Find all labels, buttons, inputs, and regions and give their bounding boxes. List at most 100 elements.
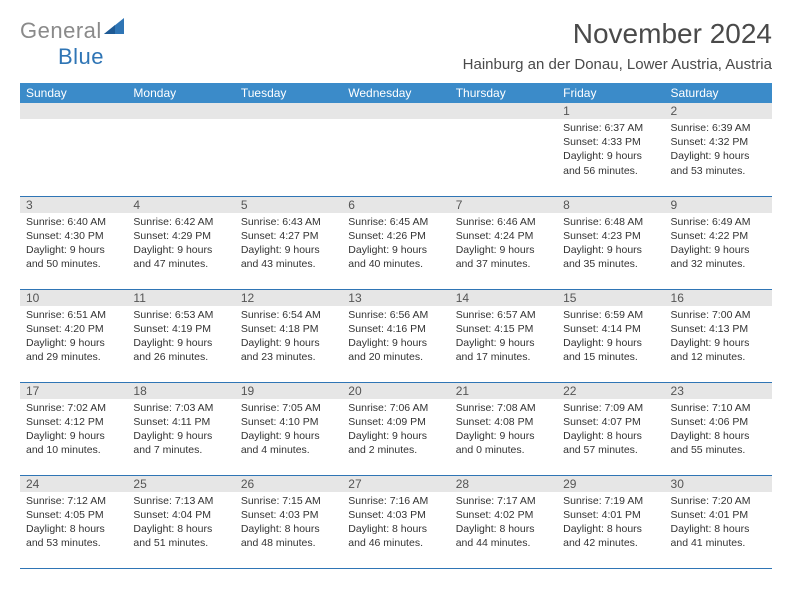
day-details: Sunrise: 6:40 AMSunset: 4:30 PMDaylight:…: [20, 213, 127, 274]
day-line-sunrise: Sunrise: 6:51 AM: [26, 308, 121, 322]
day-number: 5: [235, 197, 342, 213]
day-number: 17: [20, 383, 127, 399]
day-line-day1: Daylight: 9 hours: [348, 336, 443, 350]
calendar-cell: [127, 103, 234, 196]
day-number: 30: [665, 476, 772, 492]
calendar-week-row: 1Sunrise: 6:37 AMSunset: 4:33 PMDaylight…: [20, 103, 772, 196]
day-line-sunset: Sunset: 4:07 PM: [563, 415, 658, 429]
calendar-week-row: 3Sunrise: 6:40 AMSunset: 4:30 PMDaylight…: [20, 196, 772, 289]
day-line-sunrise: Sunrise: 7:10 AM: [671, 401, 766, 415]
weekday-header: Wednesday: [342, 83, 449, 103]
calendar-cell: 1Sunrise: 6:37 AMSunset: 4:33 PMDaylight…: [557, 103, 664, 196]
day-line-day1: Daylight: 8 hours: [456, 522, 551, 536]
title-block: November 2024 Hainburg an der Donau, Low…: [463, 18, 772, 73]
day-number: 4: [127, 197, 234, 213]
day-line-day2: and 7 minutes.: [133, 443, 228, 457]
day-line-sunrise: Sunrise: 6:42 AM: [133, 215, 228, 229]
weekday-header: Friday: [557, 83, 664, 103]
day-line-day2: and 53 minutes.: [671, 164, 766, 178]
day-number: 24: [20, 476, 127, 492]
day-line-sunset: Sunset: 4:03 PM: [348, 508, 443, 522]
calendar-cell: 16Sunrise: 7:00 AMSunset: 4:13 PMDayligh…: [665, 289, 772, 382]
day-details: Sunrise: 6:48 AMSunset: 4:23 PMDaylight:…: [557, 213, 664, 274]
day-number: 25: [127, 476, 234, 492]
day-line-day1: Daylight: 9 hours: [671, 336, 766, 350]
day-details: Sunrise: 7:13 AMSunset: 4:04 PMDaylight:…: [127, 492, 234, 553]
day-number: 11: [127, 290, 234, 306]
day-line-day2: and 15 minutes.: [563, 350, 658, 364]
day-line-sunrise: Sunrise: 7:16 AM: [348, 494, 443, 508]
logo-text: General Blue: [20, 18, 124, 70]
calendar-cell: 3Sunrise: 6:40 AMSunset: 4:30 PMDaylight…: [20, 196, 127, 289]
day-line-sunrise: Sunrise: 6:39 AM: [671, 121, 766, 135]
day-line-day2: and 42 minutes.: [563, 536, 658, 550]
day-line-sunset: Sunset: 4:33 PM: [563, 135, 658, 149]
day-line-sunrise: Sunrise: 6:53 AM: [133, 308, 228, 322]
calendar-body: 1Sunrise: 6:37 AMSunset: 4:33 PMDaylight…: [20, 103, 772, 568]
day-number: 28: [450, 476, 557, 492]
day-details: Sunrise: 6:43 AMSunset: 4:27 PMDaylight:…: [235, 213, 342, 274]
day-number: 15: [557, 290, 664, 306]
day-line-day1: Daylight: 9 hours: [563, 243, 658, 257]
day-details: Sunrise: 7:08 AMSunset: 4:08 PMDaylight:…: [450, 399, 557, 460]
day-number: 23: [665, 383, 772, 399]
day-details: Sunrise: 6:59 AMSunset: 4:14 PMDaylight:…: [557, 306, 664, 367]
day-line-sunset: Sunset: 4:08 PM: [456, 415, 551, 429]
day-number: 2: [665, 103, 772, 119]
day-details: Sunrise: 6:42 AMSunset: 4:29 PMDaylight:…: [127, 213, 234, 274]
day-line-day2: and 10 minutes.: [26, 443, 121, 457]
day-line-sunrise: Sunrise: 6:40 AM: [26, 215, 121, 229]
day-line-sunrise: Sunrise: 7:20 AM: [671, 494, 766, 508]
day-line-sunrise: Sunrise: 7:09 AM: [563, 401, 658, 415]
day-number: 19: [235, 383, 342, 399]
day-line-day1: Daylight: 9 hours: [241, 243, 336, 257]
day-line-day2: and 41 minutes.: [671, 536, 766, 550]
day-details: Sunrise: 7:12 AMSunset: 4:05 PMDaylight:…: [20, 492, 127, 553]
daynum-empty: [342, 103, 449, 119]
day-number: 3: [20, 197, 127, 213]
calendar-cell: 11Sunrise: 6:53 AMSunset: 4:19 PMDayligh…: [127, 289, 234, 382]
day-line-day1: Daylight: 8 hours: [348, 522, 443, 536]
day-line-sunrise: Sunrise: 6:46 AM: [456, 215, 551, 229]
calendar-cell: 21Sunrise: 7:08 AMSunset: 4:08 PMDayligh…: [450, 382, 557, 475]
day-details: Sunrise: 7:16 AMSunset: 4:03 PMDaylight:…: [342, 492, 449, 553]
calendar-cell: 26Sunrise: 7:15 AMSunset: 4:03 PMDayligh…: [235, 475, 342, 568]
daynum-empty: [127, 103, 234, 119]
day-line-sunset: Sunset: 4:01 PM: [671, 508, 766, 522]
day-line-day1: Daylight: 9 hours: [241, 336, 336, 350]
day-line-day1: Daylight: 9 hours: [133, 243, 228, 257]
logo-word-general: General: [20, 18, 102, 43]
calendar-week-row: 17Sunrise: 7:02 AMSunset: 4:12 PMDayligh…: [20, 382, 772, 475]
day-details: Sunrise: 6:54 AMSunset: 4:18 PMDaylight:…: [235, 306, 342, 367]
day-details: Sunrise: 6:46 AMSunset: 4:24 PMDaylight:…: [450, 213, 557, 274]
day-line-sunset: Sunset: 4:26 PM: [348, 229, 443, 243]
day-number: 12: [235, 290, 342, 306]
weekday-header: Sunday: [20, 83, 127, 103]
day-line-sunset: Sunset: 4:02 PM: [456, 508, 551, 522]
day-line-sunrise: Sunrise: 7:00 AM: [671, 308, 766, 322]
day-line-sunset: Sunset: 4:06 PM: [671, 415, 766, 429]
day-number: 21: [450, 383, 557, 399]
location-text: Hainburg an der Donau, Lower Austria, Au…: [463, 56, 772, 73]
day-line-sunrise: Sunrise: 6:54 AM: [241, 308, 336, 322]
day-line-sunrise: Sunrise: 6:59 AM: [563, 308, 658, 322]
calendar-cell: 13Sunrise: 6:56 AMSunset: 4:16 PMDayligh…: [342, 289, 449, 382]
calendar-table: Sunday Monday Tuesday Wednesday Thursday…: [20, 83, 772, 569]
calendar-cell: 15Sunrise: 6:59 AMSunset: 4:14 PMDayligh…: [557, 289, 664, 382]
day-line-sunrise: Sunrise: 6:37 AM: [563, 121, 658, 135]
day-line-sunset: Sunset: 4:27 PM: [241, 229, 336, 243]
calendar-cell: 10Sunrise: 6:51 AMSunset: 4:20 PMDayligh…: [20, 289, 127, 382]
day-line-day2: and 20 minutes.: [348, 350, 443, 364]
day-line-day2: and 37 minutes.: [456, 257, 551, 271]
day-line-day1: Daylight: 8 hours: [563, 429, 658, 443]
day-line-day2: and 44 minutes.: [456, 536, 551, 550]
day-details: Sunrise: 6:56 AMSunset: 4:16 PMDaylight:…: [342, 306, 449, 367]
day-line-sunrise: Sunrise: 7:02 AM: [26, 401, 121, 415]
day-number: 13: [342, 290, 449, 306]
month-title: November 2024: [463, 18, 772, 50]
day-details: Sunrise: 7:06 AMSunset: 4:09 PMDaylight:…: [342, 399, 449, 460]
day-line-sunrise: Sunrise: 6:45 AM: [348, 215, 443, 229]
calendar-cell: 19Sunrise: 7:05 AMSunset: 4:10 PMDayligh…: [235, 382, 342, 475]
day-line-day1: Daylight: 9 hours: [456, 336, 551, 350]
day-line-sunset: Sunset: 4:18 PM: [241, 322, 336, 336]
